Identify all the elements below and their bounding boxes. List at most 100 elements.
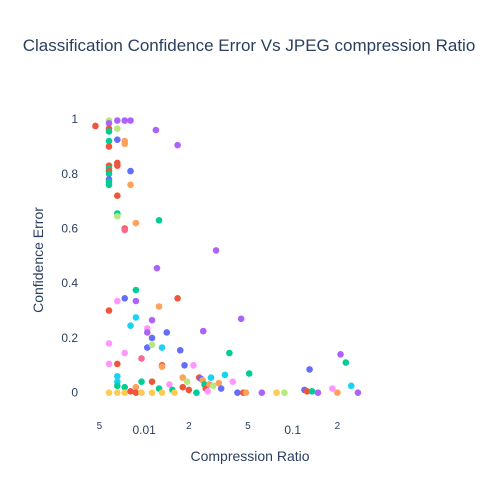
scatter-point[interactable]	[273, 389, 280, 396]
x-tick-label: 2	[335, 421, 341, 432]
scatter-point[interactable]	[132, 286, 140, 294]
scatter-point[interactable]	[114, 212, 121, 220]
scatter-point[interactable]	[105, 360, 113, 368]
scatter-point[interactable]	[127, 322, 134, 329]
scatter-point[interactable]	[158, 344, 166, 351]
x-tick-label: 5	[97, 421, 103, 432]
scatter-point[interactable]	[132, 383, 140, 391]
scatter-point[interactable]	[121, 349, 129, 357]
scatter-point[interactable]	[105, 143, 113, 150]
scatter-point[interactable]	[132, 389, 140, 396]
scatter-point[interactable]	[199, 327, 207, 335]
scatter-point[interactable]	[105, 389, 113, 396]
scatter-point[interactable]	[148, 334, 156, 342]
scatter-point[interactable]	[114, 125, 121, 133]
scatter-point[interactable]	[105, 307, 113, 314]
scatter-point[interactable]	[308, 387, 316, 395]
scatter-point[interactable]	[226, 349, 233, 357]
scatter-point[interactable]	[148, 316, 156, 324]
scatter-point[interactable]	[193, 389, 200, 396]
scatter-point[interactable]	[148, 378, 156, 386]
scatter-point[interactable]	[347, 382, 355, 390]
scatter-point[interactable]	[127, 117, 134, 124]
scatter-point[interactable]	[174, 294, 181, 302]
scatter-point[interactable]	[121, 294, 129, 302]
scatter-point[interactable]	[314, 389, 322, 396]
scatter-point[interactable]	[342, 359, 350, 366]
scatter-point[interactable]	[127, 181, 134, 189]
scatter-point[interactable]	[92, 122, 99, 130]
scatter-point[interactable]	[334, 389, 341, 396]
scatter-point[interactable]	[143, 329, 151, 336]
scatter-point[interactable]	[303, 387, 311, 395]
scatter-point[interactable]	[329, 385, 336, 392]
scatter-point[interactable]	[148, 389, 156, 396]
scatter-point[interactable]	[127, 167, 134, 175]
chart-title: Classification Confidence Error Vs JPEG …	[23, 36, 476, 55]
scatter-point[interactable]	[121, 383, 129, 391]
scatter-point[interactable]	[121, 140, 129, 148]
scatter-point[interactable]	[245, 370, 253, 377]
y-tick-label: 1	[71, 112, 78, 126]
scatter-point[interactable]	[153, 264, 161, 272]
scatter-point[interactable]	[234, 389, 241, 396]
scatter-point[interactable]	[185, 386, 193, 394]
scatter-point[interactable]	[114, 136, 121, 143]
scatter-point[interactable]	[121, 389, 129, 396]
scatter-point[interactable]	[114, 162, 121, 169]
scatter-point[interactable]	[212, 247, 220, 254]
scatter-point[interactable]	[207, 374, 215, 381]
scatter-point[interactable]	[354, 389, 362, 396]
scatter-point[interactable]	[215, 379, 223, 387]
scatter-point[interactable]	[306, 366, 313, 373]
scatter-point[interactable]	[190, 361, 197, 369]
scatter-point[interactable]	[105, 340, 113, 347]
scatter-point[interactable]	[258, 389, 266, 396]
scatter-point[interactable]	[114, 360, 121, 368]
scatter-point[interactable]	[155, 303, 163, 310]
scatter-point[interactable]	[237, 315, 245, 323]
scatter-point[interactable]	[171, 389, 178, 396]
scatter-point[interactable]	[158, 363, 166, 370]
scatter-point[interactable]	[155, 217, 163, 224]
scatter-point[interactable]	[132, 314, 140, 321]
scatter-point[interactable]	[114, 372, 121, 380]
scatter-point[interactable]	[114, 297, 121, 305]
scatter-point[interactable]	[105, 137, 113, 145]
scatter-point[interactable]	[158, 389, 166, 396]
scatter-point[interactable]	[121, 226, 129, 234]
scatter-point[interactable]	[166, 381, 173, 388]
scatter-point[interactable]	[148, 341, 156, 349]
scatter-point[interactable]	[337, 351, 344, 358]
scatter-point[interactable]	[105, 128, 113, 135]
scatter-point[interactable]	[138, 355, 145, 362]
scatter-point[interactable]	[127, 387, 134, 395]
scatter-point[interactable]	[114, 389, 121, 396]
scatter-point[interactable]	[114, 192, 121, 200]
scatter-point[interactable]	[204, 387, 212, 395]
scatter-point[interactable]	[209, 382, 217, 390]
scatter-point[interactable]	[132, 297, 140, 305]
scatter-point[interactable]	[105, 119, 113, 127]
scatter-point[interactable]	[138, 389, 145, 396]
scatter-point[interactable]	[281, 389, 288, 396]
scatter-point[interactable]	[242, 389, 250, 396]
scatter-point[interactable]	[183, 378, 191, 386]
scatter-point[interactable]	[138, 378, 145, 386]
scatter-point[interactable]	[163, 329, 171, 336]
scatter-point[interactable]	[179, 374, 187, 381]
scatter-point[interactable]	[105, 170, 113, 178]
scatter-point[interactable]	[181, 361, 188, 369]
scatter-point[interactable]	[114, 382, 121, 390]
scatter-point[interactable]	[121, 117, 129, 124]
scatter-point[interactable]	[132, 219, 140, 227]
scatter-point[interactable]	[152, 126, 160, 134]
scatter-point[interactable]	[221, 371, 229, 379]
scatter-point[interactable]	[105, 181, 113, 189]
scatter-point[interactable]	[176, 346, 184, 354]
scatter-point[interactable]	[114, 117, 121, 124]
scatter-point[interactable]	[217, 385, 225, 392]
scatter-point[interactable]	[179, 383, 187, 391]
scatter-point[interactable]	[174, 141, 181, 149]
scatter-point[interactable]	[229, 378, 237, 386]
